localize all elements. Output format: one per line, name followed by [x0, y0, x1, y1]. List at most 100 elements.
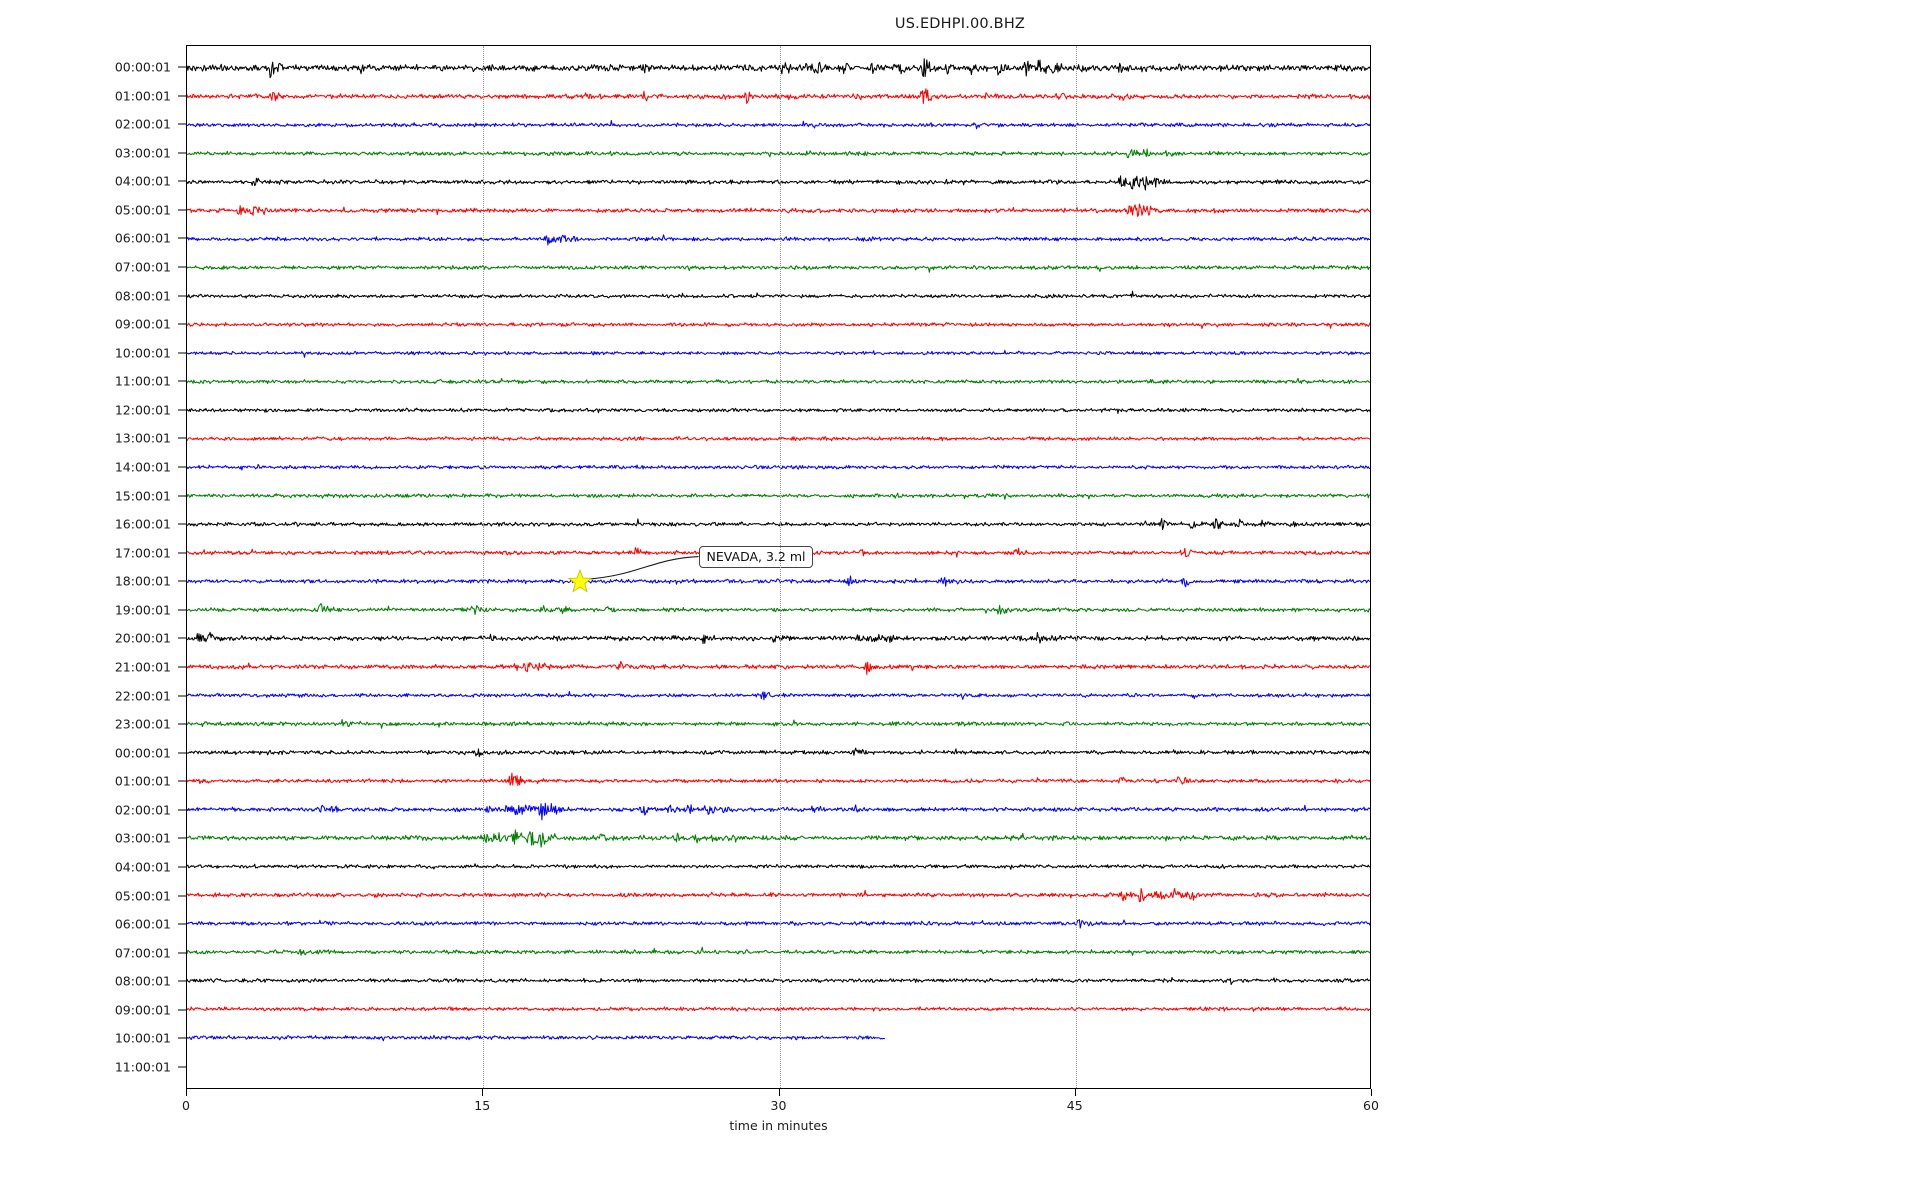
waveform-trace: [187, 719, 1370, 729]
x-tick-label: 15: [474, 1098, 491, 1113]
y-tick-label: 02:00:01: [114, 116, 171, 132]
earthquake-star-icon: [567, 569, 593, 593]
y-tick-label: 17:00:01: [114, 545, 171, 561]
y-tick-mark: [178, 809, 186, 811]
y-tick-label: 04:00:01: [114, 859, 171, 875]
page-title: US.EDHPI.00.BHZ: [894, 16, 1026, 32]
y-tick-label: 11:00:01: [114, 1059, 171, 1075]
y-tick-mark: [178, 637, 186, 639]
y-tick-label: 01:00:01: [114, 88, 171, 104]
y-tick-label: 03:00:01: [114, 145, 171, 161]
y-tick-mark: [178, 152, 186, 154]
y-tick-mark: [178, 1009, 186, 1011]
y-tick-mark: [178, 895, 186, 897]
y-tick-label: 16:00:01: [114, 516, 171, 532]
grid-line: [483, 46, 485, 1088]
y-tick-label: 12:00:01: [114, 402, 171, 418]
waveform-trace: [187, 148, 1370, 159]
waveform-trace: [187, 575, 1370, 588]
plot-area: NEVADA, 3.2 ml: [186, 45, 1371, 1089]
waveform-trace: [187, 946, 1370, 956]
waveform-trace: [187, 264, 1370, 273]
waveform-trace: [187, 349, 1370, 358]
waveform-trace: [187, 603, 1370, 616]
waveform-trace: [187, 772, 1370, 787]
x-axis-label: time in minutes: [729, 1118, 828, 1133]
y-tick-mark: [178, 609, 186, 611]
y-tick-label: 09:00:01: [114, 1002, 171, 1018]
x-tick-label: 45: [1066, 1098, 1083, 1113]
y-tick-mark: [178, 209, 186, 211]
y-tick-mark: [178, 552, 186, 554]
y-tick-label: 05:00:01: [114, 202, 171, 218]
grid-line: [1075, 46, 1077, 1088]
y-tick-mark: [178, 495, 186, 497]
event-annotation-label: NEVADA, 3.2 ml: [698, 545, 814, 568]
waveform-trace: [187, 829, 1370, 848]
y-tick-mark: [178, 266, 186, 268]
waveform-trace: [187, 203, 1370, 217]
y-tick-mark: [178, 695, 186, 697]
y-tick-label: 10:00:01: [114, 1030, 171, 1046]
x-tick-mark: [778, 1089, 780, 1096]
y-tick-label: 02:00:01: [114, 802, 171, 818]
y-tick-mark: [178, 952, 186, 954]
x-tick-mark: [1371, 1089, 1372, 1096]
waveform-trace: [187, 234, 1370, 246]
y-tick-mark: [178, 237, 186, 239]
waveform-trace: [187, 747, 1370, 758]
y-tick-label: 06:00:01: [114, 916, 171, 932]
waveform-trace: [187, 660, 1370, 675]
y-tick-label: 21:00:01: [114, 659, 171, 675]
waveform-trace: [187, 435, 1370, 442]
y-tick-mark: [178, 980, 186, 982]
y-tick-mark: [178, 1066, 186, 1068]
y-tick-mark: [178, 466, 186, 468]
x-tick-mark: [1074, 1089, 1076, 1096]
y-tick-mark: [178, 323, 186, 325]
y-tick-label: 14:00:01: [114, 459, 171, 475]
y-tick-mark: [178, 66, 186, 68]
y-tick-label: 13:00:01: [114, 430, 171, 446]
y-tick-mark: [178, 1037, 186, 1039]
y-tick-label: 03:00:01: [114, 830, 171, 846]
y-tick-label: 22:00:01: [114, 688, 171, 704]
waveform-trace: [187, 175, 1370, 191]
waveform-trace: [187, 517, 1370, 531]
waveform-trace: [187, 690, 1370, 701]
y-tick-label: 23:00:01: [114, 716, 171, 732]
y-tick-mark: [178, 295, 186, 297]
star-shape: [567, 569, 593, 593]
waveform-trace: [187, 887, 1370, 903]
y-tick-mark: [178, 837, 186, 839]
x-axis-tick-labels: 0 15 30 45 60: [182, 1089, 1379, 1129]
y-tick-mark: [178, 409, 186, 411]
y-tick-label: 07:00:01: [114, 945, 171, 961]
y-tick-label: 11:00:01: [114, 373, 171, 389]
y-tick-mark: [178, 437, 186, 439]
y-tick-mark: [178, 523, 186, 525]
x-tick-label: 30: [770, 1098, 787, 1113]
grid-line: [779, 46, 781, 1088]
y-tick-mark: [178, 780, 186, 782]
y-tick-label: 10:00:01: [114, 345, 171, 361]
y-tick-label: 01:00:01: [114, 773, 171, 789]
x-tick-label: 0: [182, 1098, 190, 1113]
y-tick-label: 08:00:01: [114, 288, 171, 304]
y-tick-mark: [178, 752, 186, 754]
waveform-trace: [187, 88, 1370, 105]
y-tick-label: 00:00:01: [114, 59, 171, 75]
waveform-trace: [187, 463, 1370, 471]
annotation-connector: [585, 556, 699, 580]
y-tick-mark: [178, 380, 186, 382]
waveform-trace: [187, 492, 1370, 500]
y-tick-mark: [178, 723, 186, 725]
y-tick-label: 09:00:01: [114, 316, 171, 332]
y-axis-tick-labels: 00:00:01 01:00:01 02:00:01 03:00:01 04:00:01…: [0, 45, 186, 1089]
waveform-trace: [187, 919, 1370, 929]
y-tick-mark: [178, 666, 186, 668]
waveform-trace: [187, 119, 1370, 130]
waveform-trace: [187, 290, 1370, 299]
waveform-trace: [187, 802, 1370, 821]
y-tick-label: 18:00:01: [114, 573, 171, 589]
